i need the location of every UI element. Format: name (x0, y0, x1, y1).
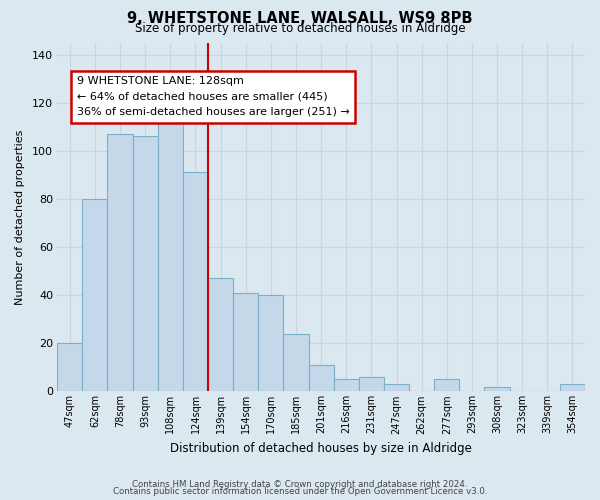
Text: 9, WHETSTONE LANE, WALSALL, WS9 8PB: 9, WHETSTONE LANE, WALSALL, WS9 8PB (127, 11, 473, 26)
X-axis label: Distribution of detached houses by size in Aldridge: Distribution of detached houses by size … (170, 442, 472, 455)
Bar (183, 172, 208, 392)
Bar (158, 120, 183, 392)
Bar (283, 334, 308, 392)
Bar (208, 278, 233, 392)
Bar (82, 199, 107, 392)
Bar (308, 365, 334, 392)
Bar (359, 377, 384, 392)
Text: Size of property relative to detached houses in Aldridge: Size of property relative to detached ho… (134, 22, 466, 35)
Y-axis label: Number of detached properties: Number of detached properties (15, 130, 25, 304)
Bar (133, 136, 158, 392)
Bar (484, 386, 509, 392)
Text: Contains public sector information licensed under the Open Government Licence v3: Contains public sector information licen… (113, 488, 487, 496)
Bar (107, 134, 133, 392)
Text: Contains HM Land Registry data © Crown copyright and database right 2024.: Contains HM Land Registry data © Crown c… (132, 480, 468, 489)
Bar (57, 344, 82, 392)
Bar (560, 384, 585, 392)
Bar (434, 380, 460, 392)
Bar (258, 295, 283, 392)
Text: 9 WHETSTONE LANE: 128sqm
← 64% of detached houses are smaller (445)
36% of semi-: 9 WHETSTONE LANE: 128sqm ← 64% of detach… (77, 76, 350, 118)
Bar (384, 384, 409, 392)
Bar (334, 380, 359, 392)
Bar (233, 292, 258, 392)
